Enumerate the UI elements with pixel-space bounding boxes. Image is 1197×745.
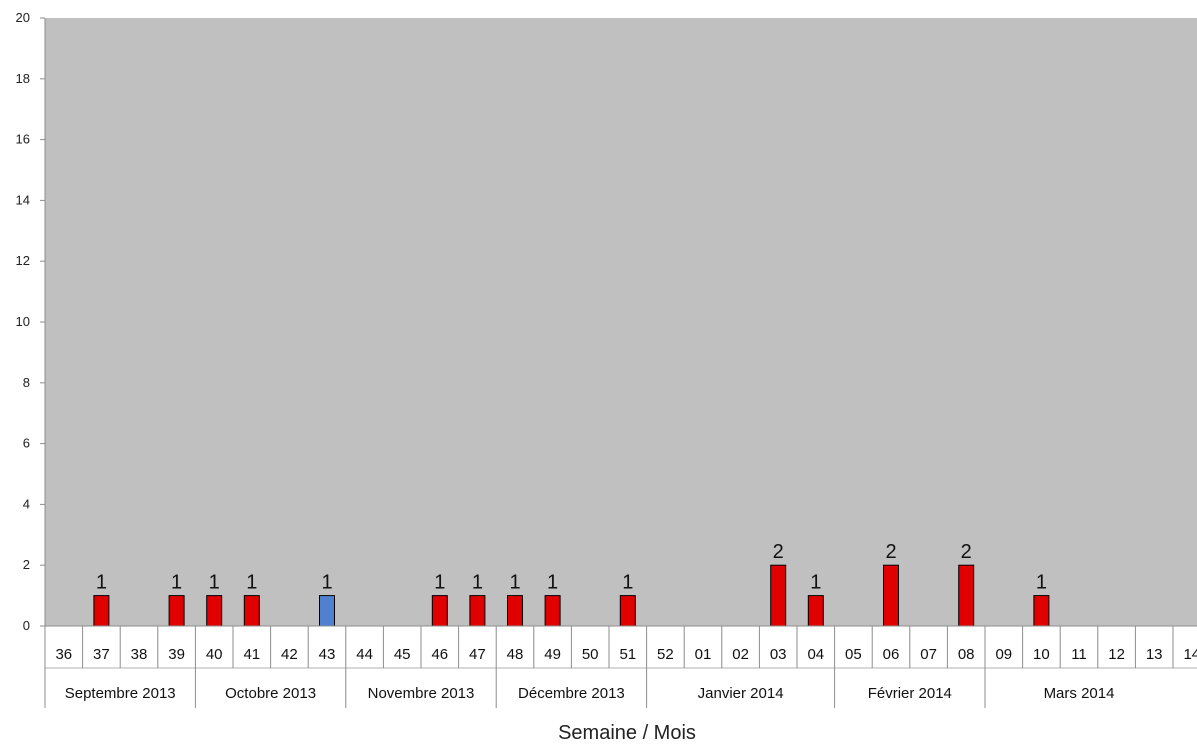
data-label: 1	[547, 572, 558, 594]
data-label: 2	[961, 541, 972, 563]
data-label: 1	[171, 572, 182, 594]
bars: 1 1 1 1 1 1 1 1 1 1 2 1 2 2 1	[93, 541, 1050, 627]
bar	[619, 595, 636, 627]
y-tick-label: 2	[23, 557, 30, 572]
x-tick-label: 07	[920, 646, 937, 663]
x-tick-label: 09	[995, 646, 1012, 663]
y-tick-label: 20	[16, 10, 30, 25]
x-axis: 36 37 38 39 40 41 42 43 44 45 46 47 48 49 50 51 52 01 02 03…	[44, 625, 1197, 708]
y-tick-label: 18	[16, 71, 30, 86]
data-label: 1	[810, 572, 821, 594]
x-tick-label: 03	[770, 646, 787, 663]
y-tick-label: 8	[23, 375, 30, 390]
x-tick-label: 36	[55, 646, 72, 663]
bar	[168, 595, 185, 627]
x-tick-label: 14	[1183, 646, 1197, 663]
bar	[206, 595, 223, 627]
x-tick-label: 50	[582, 646, 599, 663]
x-tick-label: 42	[281, 646, 298, 663]
x-tick-label: 10	[1033, 646, 1050, 663]
x-tick-label: 12	[1108, 646, 1125, 663]
data-label: 1	[1036, 572, 1047, 594]
x-tick-label: 46	[431, 646, 448, 663]
x-axis-title: Semaine / Mois	[558, 722, 696, 744]
x-tick-label: 51	[619, 646, 636, 663]
x-tick-label: 37	[93, 646, 110, 663]
data-label: 1	[246, 572, 257, 594]
bar	[807, 595, 824, 627]
y-tick-label: 14	[16, 192, 30, 207]
y-tick-label: 4	[23, 496, 30, 511]
data-label: 1	[96, 572, 107, 594]
data-label: 1	[321, 572, 332, 594]
month-label: Mars 2014	[1044, 685, 1115, 702]
bar	[544, 595, 561, 627]
x-tick-label: 02	[732, 646, 749, 663]
x-tick-label: 01	[695, 646, 712, 663]
x-tick-label: 47	[469, 646, 486, 663]
bar	[469, 595, 486, 627]
y-tick-label: 12	[16, 253, 30, 268]
bar	[770, 564, 787, 627]
x-tick-label: 45	[394, 646, 411, 663]
y-tick-label: 10	[16, 314, 30, 329]
x-tick-label: 39	[168, 646, 185, 663]
y-tick-label: 0	[23, 618, 30, 633]
bar	[958, 564, 975, 627]
data-label: 1	[209, 572, 220, 594]
x-tick-label: 05	[845, 646, 862, 663]
bar	[243, 595, 260, 627]
y-tick-label: 16	[16, 132, 30, 147]
x-tick-label: 04	[807, 646, 824, 663]
x-tick-label: 13	[1146, 646, 1163, 663]
month-label: Septembre 2013	[65, 685, 176, 702]
bar	[319, 595, 335, 627]
data-label: 1	[622, 572, 633, 594]
data-label: 2	[885, 541, 896, 563]
month-label: Décembre 2013	[518, 685, 625, 702]
data-label: 2	[773, 541, 784, 563]
x-tick-label: 48	[507, 646, 524, 663]
bar	[93, 595, 110, 627]
y-axis: 0 2 4 6 8 10 12 14 16 18 20	[16, 10, 46, 633]
bar	[507, 595, 523, 627]
x-tick-label: 40	[206, 646, 223, 663]
x-tick-label: 52	[657, 646, 674, 663]
month-label: Février 2014	[868, 685, 952, 702]
x-tick-label: 08	[958, 646, 975, 663]
x-tick-label: 06	[883, 646, 900, 663]
month-label: Janvier 2014	[698, 685, 784, 702]
month-label: Novembre 2013	[368, 685, 475, 702]
data-label: 1	[434, 572, 445, 594]
x-tick-label: 41	[243, 646, 260, 663]
x-tick-label: 44	[356, 646, 373, 663]
plot-background	[45, 18, 1197, 626]
x-tick-label: 49	[544, 646, 561, 663]
bar	[431, 595, 448, 627]
x-tick-label: 43	[319, 646, 336, 663]
y-tick-label: 6	[23, 436, 30, 451]
bar	[1033, 595, 1050, 627]
x-tick-label: 11	[1071, 646, 1087, 663]
bar	[883, 564, 899, 627]
data-label: 1	[472, 572, 483, 594]
month-label: Octobre 2013	[225, 685, 316, 702]
data-label: 1	[509, 572, 520, 594]
x-tick-label: 38	[131, 646, 148, 663]
